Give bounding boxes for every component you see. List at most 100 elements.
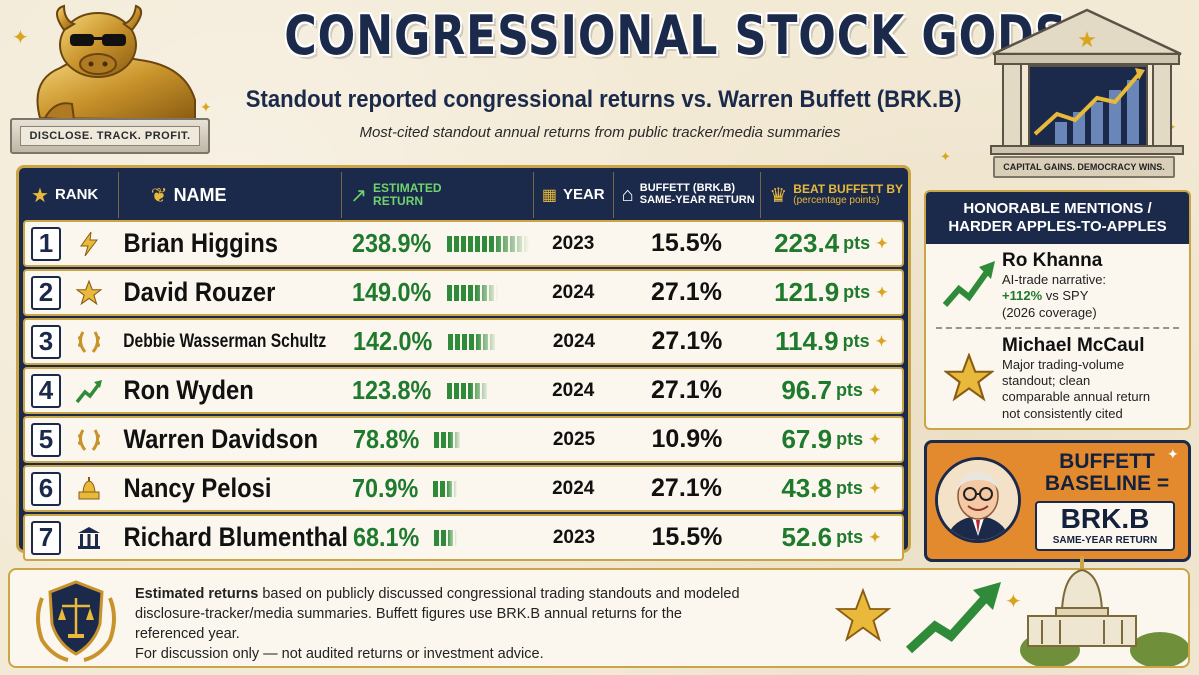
pts-unit: pts (836, 429, 864, 449)
member-name: Brian Higgins (123, 228, 279, 258)
return-bar (433, 529, 457, 546)
header-beat: ♛ BEAT BUFFETT BY (percentage points) (769, 182, 904, 207)
calendar-icon: ▦ (541, 187, 557, 204)
rank-cell: 5 (25, 418, 120, 461)
baseline-ticker-box: BRK.B SAME-YEAR RETURN (1035, 501, 1175, 551)
beat-cell: 96.7 pts ✦ (760, 369, 902, 412)
return-cell: 68.1% (344, 516, 534, 559)
beat-cell: 121.9 pts ✦ (760, 271, 902, 314)
beat-cell: 114.9 pts ✦ (760, 320, 902, 363)
laurel-icon (75, 426, 103, 454)
baseline-sub: SAME-YEAR RETURN (1052, 535, 1158, 546)
returns-table: ★ RANK ❦ NAME ↗ ESTIMATED RETURN ▦ YEAR … (16, 165, 911, 561)
page-title: CONGRESSIONAL STOCK GODS (284, 4, 1068, 67)
name-cell: Richard Blumenthal (120, 516, 348, 559)
estimated-return: 142.0% (353, 326, 433, 356)
name-cell: Nancy Pelosi (120, 467, 342, 510)
beat-value: 121.9 (774, 277, 840, 307)
header-buffett: ⌂ BUFFETT (BRK.B) SAME-YEAR RETURN (614, 172, 762, 218)
rank-number: 7 (31, 520, 61, 555)
sparkle-icon: ✦ (876, 284, 888, 300)
shield-scales-icon (36, 580, 116, 662)
table-row: 3 Debbie Wasserman Schultz 142.0% 2024 2… (23, 318, 904, 365)
rank-cell: 1 (25, 222, 120, 265)
beat-cell: 67.9 pts ✦ (760, 418, 902, 461)
bank-building-icon: ★ (990, 8, 1184, 155)
member-name: Ron Wyden (123, 375, 255, 405)
buffett-return-cell: 15.5% (651, 229, 722, 257)
buffett-baseline-panel: BUFFETT BASELINE = BRK.B SAME-YEAR RETUR… (924, 440, 1191, 562)
sparkle-icon: ✦ (869, 431, 881, 447)
beat-cell: 52.6 pts ✦ (760, 516, 902, 559)
header-rank: ★ RANK (23, 172, 119, 218)
bull-plaque-text: DISCLOSE. TRACK. PROFIT. (20, 126, 200, 146)
beat-value: 96.7 (781, 375, 832, 405)
sparkle-icon: ✦ (876, 235, 888, 251)
sparkle-icon: ✦ (868, 480, 881, 496)
beat-cell: 223.4 pts ✦ (760, 222, 902, 265)
honorable-mentions-panel: HONORABLE MENTIONS / HARDER APPLES-TO-AP… (924, 190, 1191, 430)
table-row: 1 Brian Higgins 238.9% 2023 15.5% 223.4 … (23, 220, 904, 267)
sparkle-icon: ✦ (200, 99, 212, 115)
pts-unit: pts (842, 331, 870, 351)
lightning-icon (75, 230, 103, 258)
year-cell: 2025 (552, 428, 596, 450)
header-name: ❦ NAME (119, 172, 343, 218)
rank-number: 1 (31, 226, 61, 261)
trophy-icon: ♛ (769, 184, 788, 207)
rank-cell: 6 (25, 467, 120, 510)
table-row: 7 Richard Blumenthal 68.1% 2023 15.5% 52… (23, 514, 904, 561)
name-cell: Warren Davidson (120, 418, 344, 461)
disclaimer-text: Estimated returns based on publicly disc… (135, 586, 740, 662)
year-cell: 2023 (552, 232, 595, 254)
buffett-return-cell: 15.5% (651, 523, 723, 551)
bull-icon (36, 4, 196, 122)
pts-unit: pts (835, 478, 863, 498)
trend-up-icon (905, 582, 1001, 654)
beat-value: 43.8 (781, 473, 832, 503)
table-header: ★ RANK ❦ NAME ↗ ESTIMATED RETURN ▦ YEAR … (23, 172, 904, 218)
golden-bull-illustration: DISCLOSE. TRACK. PROFIT. (0, 0, 215, 165)
buffett-return-cell: 27.1% (651, 327, 723, 355)
member-name: Debbie Wasserman Schultz (123, 330, 327, 352)
return-bar (432, 480, 457, 497)
sparkle-icon: ✦ (965, 37, 982, 59)
year-cell: 2024 (552, 330, 596, 352)
estimated-return: 68.1% (353, 522, 420, 552)
rank-number: 3 (31, 324, 61, 359)
sparkle-icon: ✦ (868, 382, 881, 398)
sparkle-icon: ✦ (875, 333, 888, 349)
beat-value: 67.9 (781, 424, 833, 454)
page-tagline: Most-cited standout annual returns from … (359, 124, 841, 141)
beat-value: 114.9 (774, 326, 839, 356)
pts-unit: pts (835, 380, 863, 400)
disclaimer-footer: Estimated returns based on publicly disc… (8, 556, 1190, 668)
year-cell: 2024 (552, 281, 595, 303)
bank-icon: ⌂ (621, 183, 634, 206)
pts-unit: pts (843, 233, 871, 253)
capitol-icon (75, 475, 103, 503)
rank-number: 4 (31, 373, 61, 408)
beat-value: 223.4 (774, 228, 840, 258)
return-bar (448, 333, 498, 350)
year-cell: 2023 (552, 526, 596, 548)
header-return: ↗ ESTIMATED RETURN (342, 172, 534, 218)
buffett-return-cell: 27.1% (651, 376, 722, 404)
baseline-title: BUFFETT BASELINE = (1044, 450, 1170, 496)
baseline-ticker: BRK.B (1060, 503, 1150, 534)
rank-cell: 3 (25, 320, 120, 363)
table-body: 1 Brian Higgins 238.9% 2023 15.5% 223.4 … (23, 220, 904, 561)
return-bar (447, 235, 530, 252)
estimated-return: 149.0% (351, 277, 432, 307)
table-row: 2 David Rouzer 149.0% 2024 27.1% 121.9 p… (23, 269, 904, 316)
bank-illustration: ★ CAPITAL GAINS. DEMOCRACY WINS. (985, 4, 1190, 180)
laurel-icon: ❦ (150, 184, 168, 207)
trend-up-icon (75, 377, 103, 405)
table-row: 5 Warren Davidson 78.8% 2025 10.9% 67.9 … (23, 416, 904, 463)
header-year: ▦ YEAR (534, 172, 614, 218)
rank-cell: 7 (25, 516, 120, 559)
honorable-item: Michael McCaul Major trading-volume stan… (926, 329, 1189, 422)
return-cell: 142.0% (344, 320, 534, 363)
laurel-icon (75, 328, 103, 356)
return-bar (447, 382, 490, 399)
